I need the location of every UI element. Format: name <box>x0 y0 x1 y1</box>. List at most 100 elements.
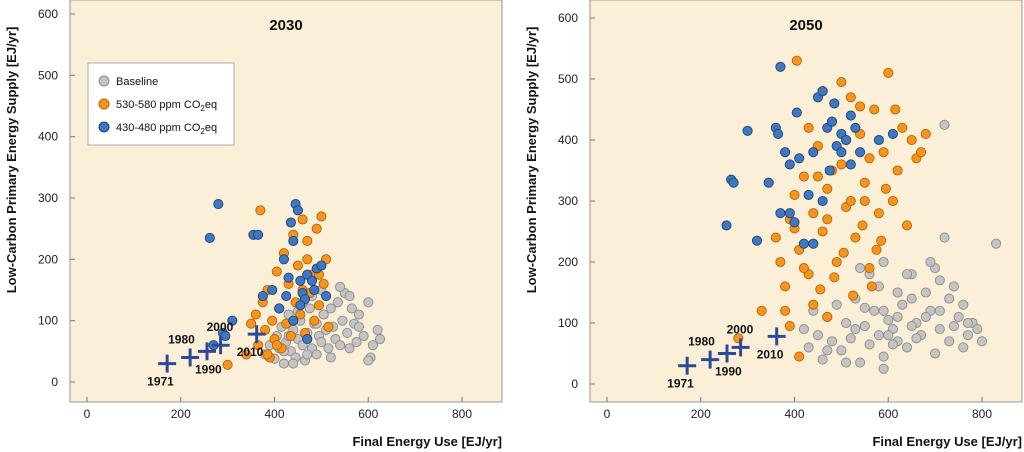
y-tick-label: 300 <box>38 191 58 205</box>
point-530-580 <box>812 171 823 182</box>
y-tick-label: 100 <box>558 316 578 330</box>
legend-marker-430-480 <box>98 121 110 133</box>
x-tick-label: 200 <box>691 407 711 421</box>
point-430-480 <box>285 217 296 228</box>
point-530-580 <box>883 67 894 78</box>
y-tick-label: 400 <box>38 130 58 144</box>
grid-and-ticks-2030: 0 100 200 300 400 500 600 0 200 400 600 800 <box>38 7 472 421</box>
point-baseline <box>906 293 917 304</box>
year-label-2000: 2000 <box>727 322 754 336</box>
legend-label-530-580: 530-580 ppm CO2eq <box>116 99 217 113</box>
point-530-580 <box>871 244 882 255</box>
point-baseline <box>335 281 346 292</box>
legend-marker-530-580 <box>98 98 110 110</box>
point-baseline <box>939 232 950 243</box>
point-530-580 <box>829 272 840 283</box>
point-430-480 <box>824 165 835 176</box>
point-430-480 <box>817 86 828 97</box>
x-tick-label: 400 <box>264 407 284 421</box>
point-baseline <box>976 336 988 347</box>
point-baseline <box>353 321 364 332</box>
point-baseline <box>901 269 913 280</box>
point-530-580 <box>271 266 282 277</box>
x-tick-label: 800 <box>452 407 472 421</box>
point-baseline <box>278 358 289 369</box>
point-baseline <box>363 355 374 366</box>
point-baseline <box>822 345 833 356</box>
point-baseline <box>878 305 889 316</box>
legend-label-430-480-sub: 2 <box>200 127 205 136</box>
point-430-480 <box>836 147 847 158</box>
point-baseline <box>859 302 870 313</box>
point-430-480 <box>808 238 819 249</box>
point-baseline <box>335 340 346 351</box>
point-baseline <box>944 293 955 304</box>
point-baseline <box>901 342 913 353</box>
point-baseline <box>991 238 1002 249</box>
legend-label-530-580-main: 530-580 ppm CO <box>116 99 201 111</box>
point-530-580 <box>791 55 802 66</box>
y-tick-label: 200 <box>38 252 58 266</box>
point-530-580 <box>873 208 884 219</box>
point-baseline <box>869 305 880 316</box>
point-430-480 <box>763 177 774 188</box>
legend-box <box>87 62 235 146</box>
point-430-480 <box>887 128 898 139</box>
point-430-480 <box>257 291 268 302</box>
historical-marker-1990 <box>198 342 216 361</box>
point-430-480 <box>803 189 814 200</box>
point-baseline <box>962 317 973 329</box>
point-530-580 <box>323 321 334 332</box>
point-baseline <box>346 303 357 314</box>
point-430-480 <box>274 303 285 314</box>
point-530-580 <box>316 211 327 222</box>
point-baseline <box>325 352 336 363</box>
point-430-480 <box>288 235 299 246</box>
historical-marker-2000 <box>211 336 230 355</box>
point-baseline <box>883 314 894 325</box>
point-baseline <box>878 363 889 374</box>
legend: Baseline 530-580 ppm CO2eq 430-480 ppm C… <box>87 62 235 146</box>
point-530-580 <box>222 359 233 370</box>
point-430-480 <box>829 98 840 109</box>
point-430-480 <box>841 134 852 146</box>
point-baseline <box>892 287 903 298</box>
point-baseline <box>342 327 353 338</box>
point-430-480 <box>204 232 215 243</box>
point-baseline <box>318 309 329 320</box>
point-baseline <box>864 339 875 350</box>
panel-2030: 0 100 200 300 400 500 600 0 200 400 600 800 2030 Lo… <box>4 0 503 449</box>
point-baseline <box>934 275 945 286</box>
y-tick-label: 200 <box>558 255 578 269</box>
point-530-580 <box>318 278 329 289</box>
point-baseline <box>944 336 955 347</box>
point-430-480 <box>302 334 313 345</box>
point-430-480 <box>873 134 884 146</box>
point-baseline <box>953 311 964 322</box>
point-baseline <box>878 256 889 268</box>
point-530-580 <box>864 153 875 164</box>
point-baseline <box>367 340 378 351</box>
point-530-580 <box>838 247 849 258</box>
point-530-580 <box>302 254 313 265</box>
point-baseline <box>934 324 945 335</box>
legend-marker-baseline <box>98 75 110 87</box>
point-baseline <box>930 348 941 359</box>
year-label-2010: 2010 <box>237 345 264 359</box>
point-baseline <box>344 291 355 302</box>
historical-marker-1971 <box>158 354 177 373</box>
point-530-580 <box>770 232 781 243</box>
legend-label-430-480-tail: eq <box>205 122 217 134</box>
point-430-480 <box>751 235 763 246</box>
y-tick-label: 600 <box>38 7 58 21</box>
point-530-580 <box>262 349 273 360</box>
point-baseline <box>316 337 327 348</box>
point-baseline <box>325 303 336 314</box>
point-530-580 <box>297 214 308 225</box>
point-430-480 <box>775 208 786 219</box>
point-baseline <box>323 343 334 354</box>
point-430-480 <box>742 125 753 136</box>
